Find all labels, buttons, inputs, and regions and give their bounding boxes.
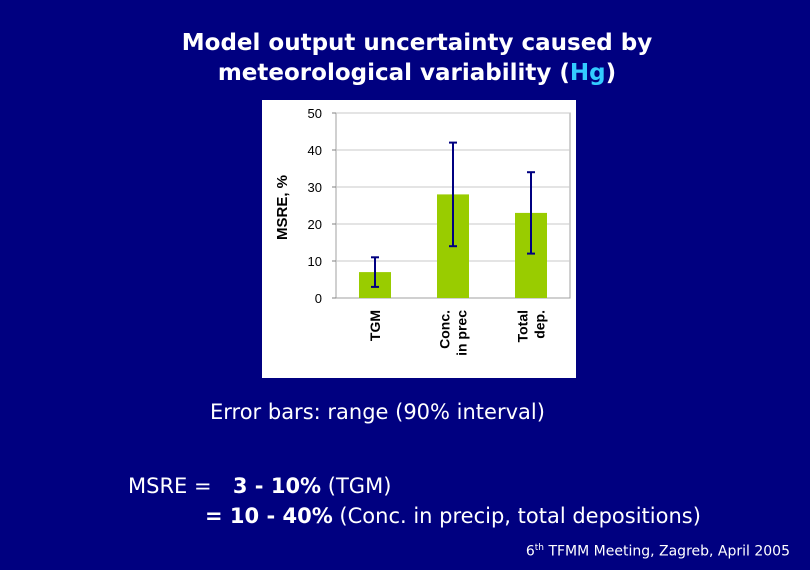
x-tick-label: TGM — [367, 310, 383, 341]
title-line-1: Model output uncertainty caused by — [181, 30, 653, 56]
footer-meeting: 6th TFMM Meeting, Zagreb, April 2005 — [526, 543, 790, 560]
title-hg-highlight: Hg — [569, 60, 606, 86]
msre-prec-range: 10 - 40% — [229, 504, 333, 528]
msre-tgm-range: 3 - 10% — [218, 474, 322, 498]
y-axis-label: MSRE, % — [274, 175, 291, 240]
slide-title: Model output uncertainty caused by meteo… — [0, 28, 810, 88]
msre-line-1: MSRE = 3 - 10% (TGM) — [128, 474, 391, 498]
title-line-2-prefix: meteorological variability ( — [217, 60, 570, 86]
x-tick-label: Total — [515, 310, 531, 342]
footer-ordinal-number: 6 — [525, 544, 535, 560]
y-tick-label: 50 — [308, 106, 322, 121]
footer-ordinal-suffix: th — [534, 543, 544, 554]
y-tick-label: 40 — [308, 143, 322, 158]
title-line-2: meteorological variability (Hg) — [0, 58, 810, 88]
chart-panel: 0 10 20 30 40 50 MSRE, % TGM Conc. in prec Total de… — [262, 100, 576, 378]
msre-line-2-eq: = — [205, 504, 230, 528]
x-tick-label: Conc. — [437, 310, 453, 349]
x-tick-label: dep. — [532, 310, 548, 339]
msre-prec-note: (Conc. in precip, total depositions) — [332, 504, 701, 528]
title-line-2-suffix: ) — [605, 60, 617, 86]
x-tick-label: in prec — [454, 310, 470, 356]
footer-text: TFMM Meeting, Zagreb, April 2005 — [544, 544, 790, 560]
msre-tgm-note: (TGM) — [321, 474, 392, 498]
msre-line-2: = 10 - 40% (Conc. in precip, total depos… — [205, 504, 701, 528]
error-bars-caption: Error bars: range (90% interval) — [210, 400, 545, 424]
y-tick-label: 10 — [308, 254, 322, 269]
msre-bar-chart: 0 10 20 30 40 50 MSRE, % TGM Conc. in prec Total de… — [274, 106, 571, 356]
y-tick-label: 30 — [308, 180, 322, 195]
msre-label: MSRE = — [128, 474, 219, 498]
y-tick-label: 0 — [315, 291, 322, 306]
y-tick-label: 20 — [308, 217, 322, 232]
